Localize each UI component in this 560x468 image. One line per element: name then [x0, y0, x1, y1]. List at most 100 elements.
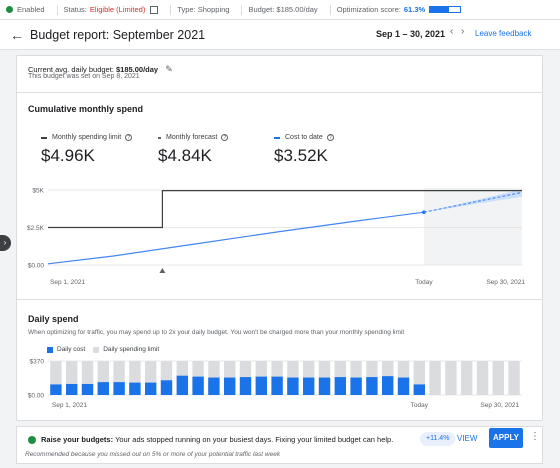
daily-legend: Daily cost Daily spending limit [47, 346, 159, 353]
legend-limit-swatch [93, 346, 100, 353]
divider [56, 4, 58, 15]
optimization-bar [429, 6, 462, 13]
status-label: Status: [63, 5, 87, 14]
legend-limit-label: Daily spending limit [103, 346, 160, 353]
forecast-band [423, 189, 522, 213]
current-budget-value: $185.00/day [115, 65, 159, 74]
cost-bar [129, 382, 141, 395]
divider [241, 4, 243, 15]
edit-pencil-icon[interactable]: ✎ [165, 64, 173, 74]
enabled-label: Enabled [17, 5, 45, 14]
limit-bar [160, 361, 173, 395]
campaign-type: Type: Shopping [177, 5, 229, 14]
x-tick-label: Sep 1, 2021 [50, 279, 85, 286]
y-tick-label: $5K [32, 188, 44, 195]
view-button[interactable]: VIEW [457, 434, 478, 443]
status-value: Eligible (Limited) [89, 5, 146, 14]
cost-swatch [274, 136, 280, 139]
cumulative-spend-chart: $5K $2.5K $0.00 Sep 1, 2021 Today Sep 30, 202… [27, 188, 525, 287]
limit-bar [492, 361, 504, 395]
enabled-status[interactable]: Enabled [6, 5, 45, 14]
campaign-budget: Budget: $185.00/day [248, 5, 317, 14]
metric-label: Cost to date [285, 134, 323, 141]
cost-bar [176, 375, 188, 395]
current-budget: Current avg. daily budget: $185.00/day ✎ [28, 64, 173, 75]
cost-bar [397, 377, 410, 395]
help-icon[interactable]: ? [125, 134, 133, 141]
x-tick-label: Today [415, 279, 433, 286]
daily-spend-chart: $370 $0.00 Sep 1, 2021 Today Sep 30, 2021 [28, 359, 522, 409]
cost-bar [66, 383, 78, 395]
cost-bar [113, 382, 125, 395]
limit-bar [508, 361, 520, 395]
chevron-right-icon[interactable]: › [461, 26, 465, 37]
cost-bar [208, 377, 220, 395]
limit-bar [429, 361, 441, 395]
cost-bar [303, 377, 315, 395]
limit-bar [113, 361, 125, 395]
help-icon[interactable]: ? [326, 134, 334, 141]
cost-bar [192, 376, 204, 395]
y-tick-label: $370 [30, 359, 45, 366]
x-tick-label: Sep 30, 2021 [480, 402, 519, 409]
cost-bar [366, 377, 378, 395]
help-icon[interactable]: ? [221, 134, 229, 141]
limit-bar [145, 361, 157, 395]
chevron-left-icon[interactable]: ‹ [450, 26, 454, 37]
metric-cost-to-date: Cost to date? $3.52K [274, 134, 334, 166]
cost-bar [287, 377, 299, 395]
daily-title: Daily spend [28, 314, 79, 324]
cost-bar [318, 377, 331, 395]
x-tick-label: Today [411, 402, 429, 409]
chart-icon[interactable] [150, 5, 159, 14]
cost-bar [413, 384, 425, 395]
back-arrow-icon[interactable]: ← [10, 26, 24, 43]
limit-bar [66, 361, 78, 395]
banner-text: Your ads stopped running on your busiest… [115, 435, 394, 444]
cost-bar [50, 384, 62, 395]
limit-bar [445, 361, 457, 395]
limit-swatch [41, 136, 47, 139]
banner-message: Raise your budgets: Your ads stopped run… [41, 435, 393, 444]
cost-bar [160, 380, 173, 395]
optimization-score[interactable]: Optimization score: 61.3% [337, 5, 462, 14]
y-tick-label: $2.5K [27, 225, 45, 232]
current-budget-label: Current avg. daily budget: [28, 65, 114, 74]
apply-button[interactable]: APPLY [489, 428, 523, 448]
metric-label: Monthly forecast [166, 134, 218, 141]
campaign-status: Status: Eligible (Limited) [64, 5, 159, 14]
forecast-swatch [158, 136, 161, 139]
cost-bar [255, 376, 267, 395]
cumulative-title: Cumulative monthly spend [28, 104, 144, 114]
metric-value: $4.84K [158, 146, 212, 165]
banner-bold: Raise your budgets: [41, 435, 114, 444]
more-options-icon[interactable]: ⋮ [530, 431, 540, 442]
metric-spending-limit: Monthly spending limit? $4.96K [41, 134, 133, 166]
optimization-bar-fill [430, 7, 449, 12]
cost-bar [382, 376, 394, 395]
section-divider [17, 92, 542, 93]
leave-feedback-link[interactable]: Leave feedback [475, 29, 532, 38]
cost-bar [350, 377, 362, 395]
limit-bar [461, 361, 473, 395]
y-tick-label: $0.00 [28, 263, 45, 270]
recommendation-icon [28, 436, 36, 444]
limit-bar [97, 361, 109, 395]
divider [329, 4, 331, 15]
date-range[interactable]: Sep 1 – 30, 2021 [376, 29, 446, 39]
x-tick-label: Sep 1, 2021 [52, 402, 87, 409]
enabled-dot-icon [6, 6, 13, 13]
daily-description: When optimizing for traffic, you may spe… [28, 329, 405, 336]
divider [170, 4, 172, 15]
metric-value: $3.52K [274, 146, 328, 165]
y-tick-label: $0.00 [28, 393, 45, 400]
cost-bar [271, 376, 283, 395]
banner-note: Recommended because you missed out on 5%… [25, 451, 281, 458]
series-line [47, 211, 425, 265]
improvement-chip: +11.4% [420, 432, 456, 446]
series-line [423, 191, 523, 213]
x-tick-label: Sep 30, 2021 [486, 279, 525, 286]
metric-label: Monthly spending limit [52, 134, 122, 141]
expand-panel-icon[interactable]: › [0, 235, 11, 251]
cost-bar [239, 377, 252, 395]
